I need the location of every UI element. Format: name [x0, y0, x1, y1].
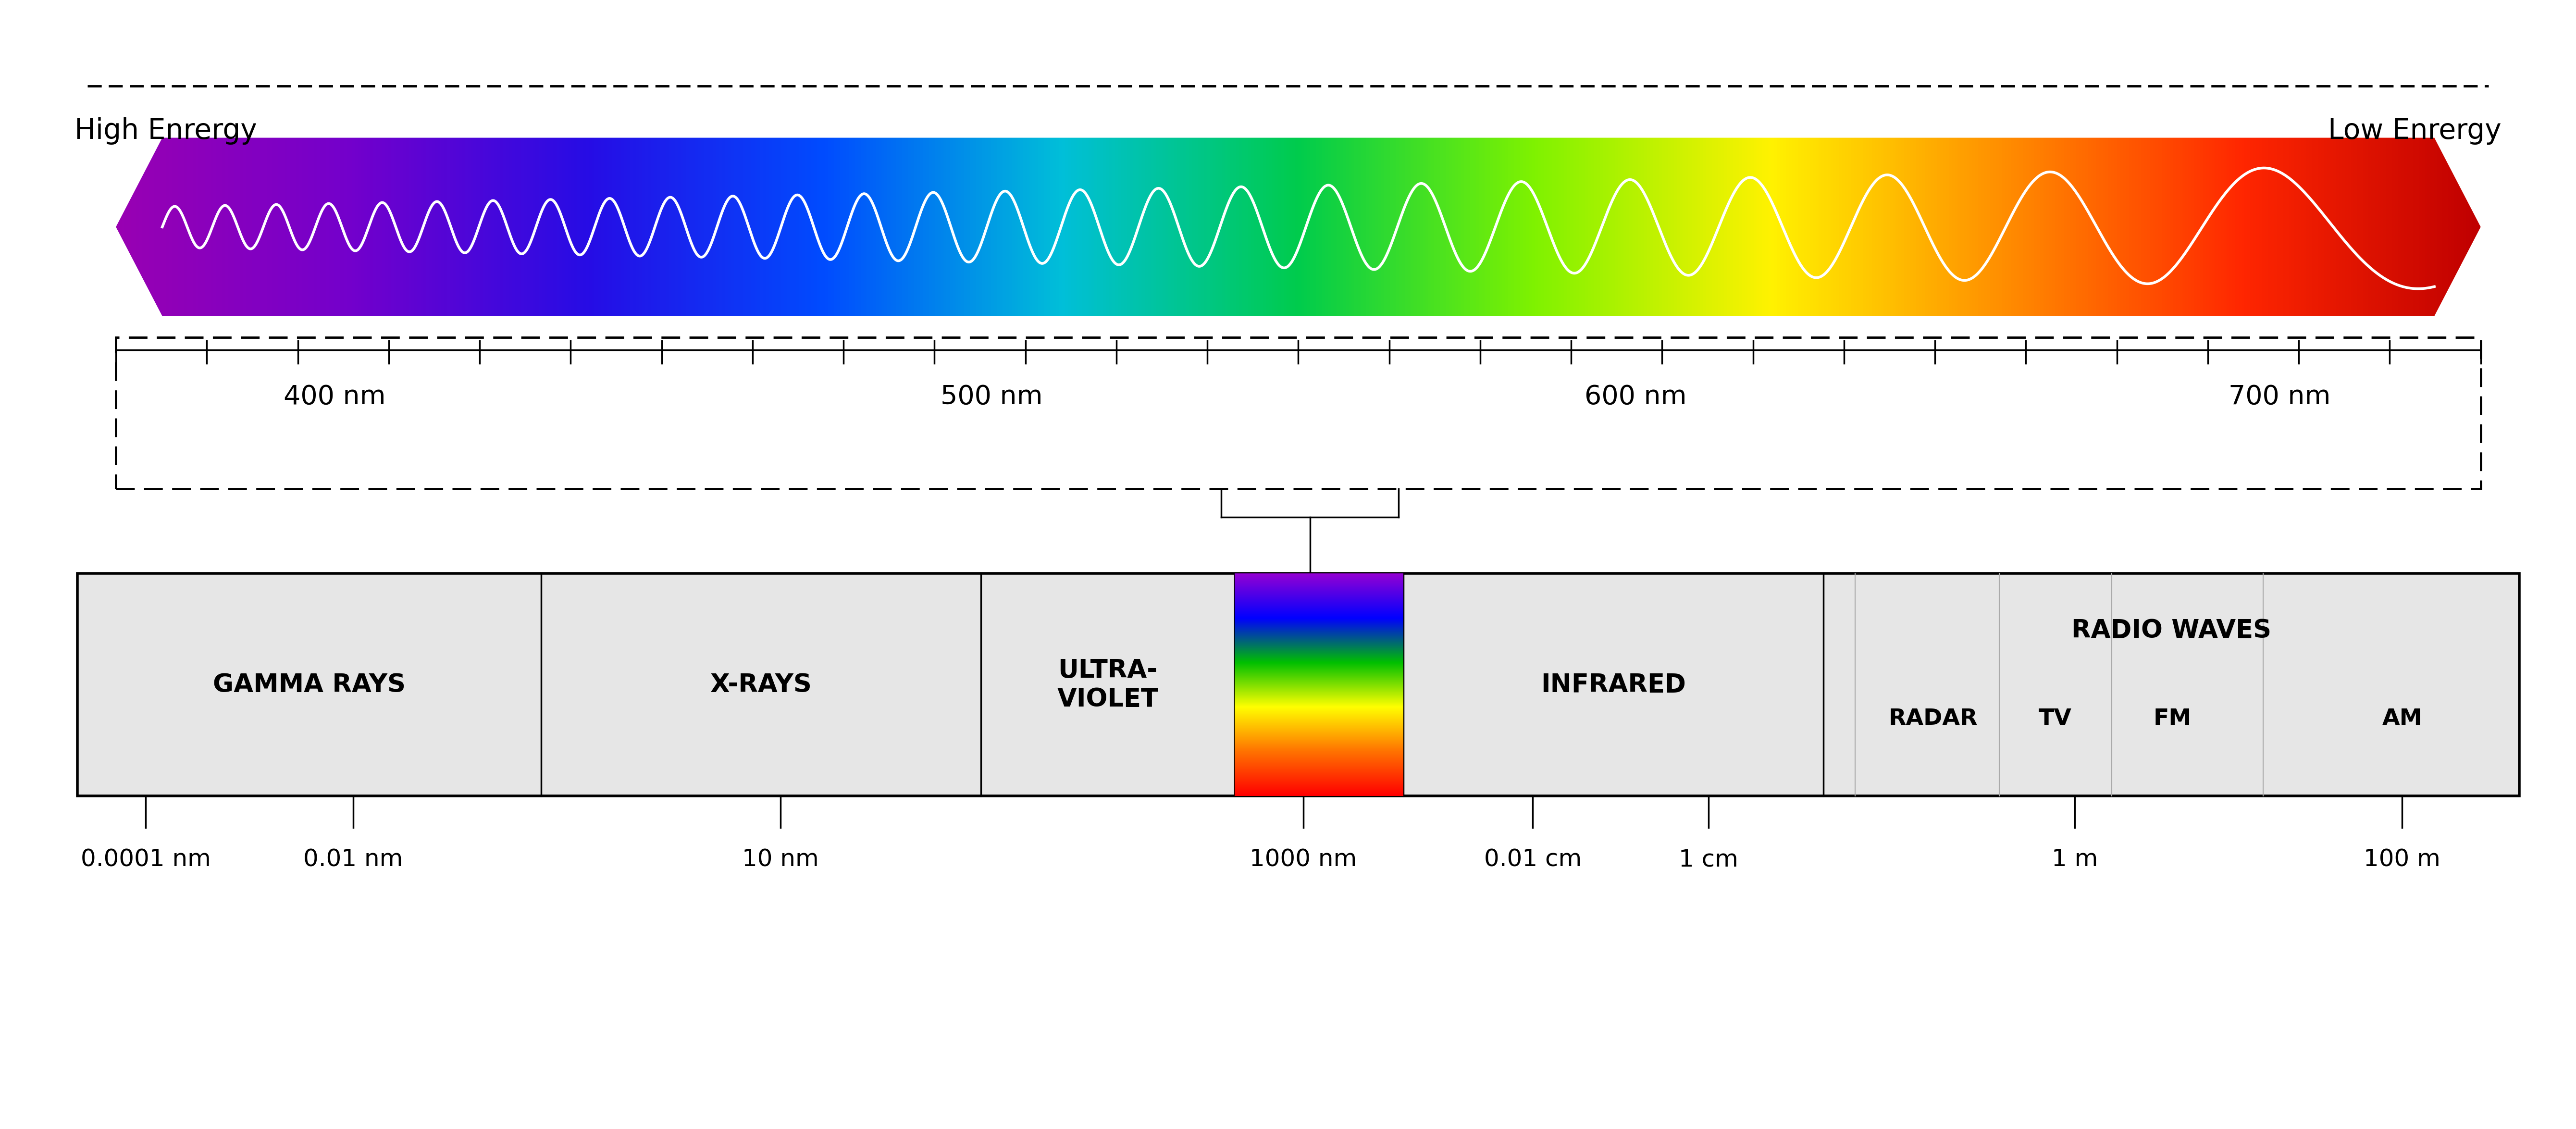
- Text: 400 nm: 400 nm: [283, 384, 386, 410]
- Text: FM: FM: [2154, 708, 2192, 729]
- Text: RADAR: RADAR: [1888, 708, 1978, 729]
- Text: 100 m: 100 m: [2365, 848, 2439, 870]
- Text: RADIO WAVES: RADIO WAVES: [2071, 618, 2272, 644]
- Text: 700 nm: 700 nm: [2228, 384, 2331, 410]
- Text: ULTRA-
VIOLET: ULTRA- VIOLET: [1056, 658, 1159, 711]
- Text: 10 nm: 10 nm: [742, 848, 819, 870]
- Text: X-RAYS: X-RAYS: [711, 672, 811, 698]
- Text: 500 nm: 500 nm: [940, 384, 1043, 410]
- Bar: [77, 574, 2519, 796]
- Polygon shape: [116, 138, 2481, 316]
- Text: High Enrergy: High Enrergy: [75, 117, 258, 145]
- Bar: [116, 338, 2481, 489]
- Text: 0.0001 nm: 0.0001 nm: [80, 848, 211, 870]
- Text: 1000 nm: 1000 nm: [1249, 848, 1358, 870]
- Text: 1 cm: 1 cm: [1680, 848, 1739, 870]
- Text: TV: TV: [2038, 708, 2071, 729]
- Text: AM: AM: [2383, 708, 2421, 729]
- Text: INFRARED: INFRARED: [1540, 672, 1685, 698]
- Text: 0.01 nm: 0.01 nm: [304, 848, 402, 870]
- Text: Low Enrergy: Low Enrergy: [2329, 117, 2501, 145]
- Polygon shape: [116, 138, 2481, 316]
- Text: GAMMA RAYS: GAMMA RAYS: [214, 672, 404, 698]
- Text: 0.01 cm: 0.01 cm: [1484, 848, 1582, 870]
- Text: 600 nm: 600 nm: [1584, 384, 1687, 410]
- Text: 1 m: 1 m: [2050, 848, 2097, 870]
